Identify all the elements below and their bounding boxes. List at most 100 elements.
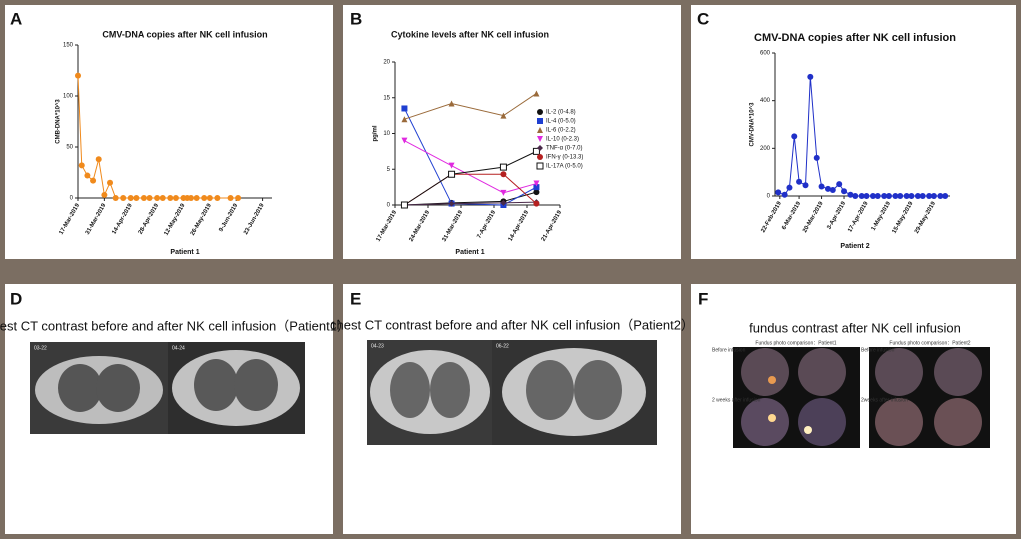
marker bbox=[500, 171, 507, 178]
marker bbox=[537, 109, 543, 115]
marker bbox=[201, 195, 208, 201]
marker bbox=[942, 193, 949, 199]
marker bbox=[532, 147, 540, 155]
panel-label: D bbox=[10, 289, 22, 308]
marker bbox=[903, 193, 910, 199]
image-label: 04-23 bbox=[371, 343, 384, 349]
panel-label: A bbox=[10, 9, 22, 28]
marker bbox=[892, 193, 899, 199]
panel-label: B bbox=[350, 9, 362, 28]
series-line bbox=[404, 201, 537, 206]
marker bbox=[133, 195, 140, 201]
marker bbox=[401, 116, 408, 123]
x-axis-label: Patient 2 bbox=[840, 243, 869, 250]
marker bbox=[533, 184, 540, 191]
y-tick-label: 20 bbox=[383, 60, 390, 66]
marker bbox=[500, 112, 507, 119]
image-label: 06-22 bbox=[496, 343, 509, 349]
panel bbox=[5, 5, 333, 259]
marker bbox=[869, 193, 876, 199]
marker bbox=[781, 191, 788, 198]
y-tick-label: 200 bbox=[760, 146, 771, 152]
image-label: 04-24 bbox=[172, 345, 185, 351]
marker bbox=[537, 118, 543, 124]
y-tick-label: 0 bbox=[767, 194, 771, 200]
marker bbox=[897, 193, 904, 199]
marker bbox=[167, 195, 174, 201]
row-label: Before infusion bbox=[712, 347, 746, 353]
y-tick-label: 100 bbox=[63, 94, 74, 100]
marker bbox=[172, 195, 179, 201]
marker bbox=[930, 193, 937, 199]
marker bbox=[448, 162, 455, 169]
y-tick-label: 50 bbox=[66, 145, 73, 151]
marker bbox=[146, 195, 153, 201]
marker bbox=[919, 193, 926, 199]
marker bbox=[154, 195, 161, 201]
y-axis-label: CMB-DNA*10^3 bbox=[56, 99, 62, 144]
marker bbox=[107, 179, 114, 186]
marker bbox=[159, 195, 166, 201]
marker bbox=[863, 193, 870, 199]
marker bbox=[227, 195, 234, 201]
marker bbox=[120, 195, 127, 201]
marker bbox=[926, 193, 933, 199]
marker bbox=[852, 193, 859, 199]
image-label: 03-22 bbox=[34, 345, 47, 351]
marker bbox=[533, 180, 540, 187]
marker bbox=[499, 163, 507, 171]
marker bbox=[400, 201, 408, 209]
marker bbox=[533, 189, 540, 196]
legend-label: IL-17A (0-5.0) bbox=[546, 164, 583, 170]
marker bbox=[533, 90, 540, 97]
marker bbox=[127, 195, 134, 201]
marker bbox=[448, 200, 455, 207]
marker bbox=[836, 181, 843, 188]
x-axis-label: Patient 1 bbox=[170, 249, 199, 256]
marker bbox=[214, 195, 221, 201]
series-line bbox=[404, 150, 537, 206]
chart-title: Cytokine levels after NK cell infusion bbox=[391, 29, 549, 39]
fundus-image bbox=[733, 347, 990, 448]
row-label: 2weeks after infusion bbox=[861, 397, 908, 403]
marker bbox=[818, 183, 825, 190]
marker bbox=[193, 195, 200, 201]
y-tick-label: 400 bbox=[760, 98, 771, 104]
row-label: 2 weeks after infusion bbox=[712, 397, 761, 403]
panel bbox=[343, 5, 681, 259]
legend-label: IFN-γ (0-13.3) bbox=[546, 155, 583, 161]
marker bbox=[401, 137, 408, 144]
marker bbox=[807, 73, 814, 80]
row-label: Before infusion bbox=[861, 347, 895, 353]
marker bbox=[791, 133, 798, 140]
panel-label: C bbox=[697, 9, 709, 28]
marker bbox=[500, 189, 507, 196]
marker bbox=[188, 195, 195, 201]
marker bbox=[775, 189, 782, 196]
panel-title: chest CT contrast before and after NK ce… bbox=[0, 318, 350, 333]
marker bbox=[829, 187, 836, 194]
marker bbox=[95, 156, 102, 163]
panel-label: F bbox=[698, 289, 708, 308]
legend-label: IL-6 (0-2.2) bbox=[546, 128, 576, 134]
legend-label: TNF-α (0-7.0) bbox=[546, 146, 582, 152]
series-line bbox=[404, 93, 537, 120]
marker bbox=[235, 195, 242, 201]
marker bbox=[90, 177, 97, 184]
y-tick-label: 15 bbox=[383, 95, 390, 101]
chart-title: CMV-DNA copies after NK cell infusion bbox=[102, 29, 267, 39]
y-tick-label: 0 bbox=[70, 196, 74, 202]
x-axis-label: Patient 1 bbox=[455, 249, 484, 256]
marker bbox=[786, 184, 793, 191]
chart-title: CMV-DNA copies after NK cell infusion bbox=[754, 32, 956, 44]
legend-label: IL-10 (0-2.3) bbox=[546, 137, 579, 143]
image-caption: Fundus photo comparison：Patient1 bbox=[755, 340, 836, 346]
marker bbox=[500, 199, 507, 206]
marker bbox=[874, 193, 881, 199]
marker bbox=[813, 154, 820, 161]
marker bbox=[533, 200, 540, 207]
panel-label: E bbox=[350, 289, 361, 308]
y-tick-label: 10 bbox=[383, 131, 390, 137]
image-caption: Fundus photo comparison：Patient2 bbox=[889, 340, 970, 346]
marker bbox=[847, 191, 854, 198]
